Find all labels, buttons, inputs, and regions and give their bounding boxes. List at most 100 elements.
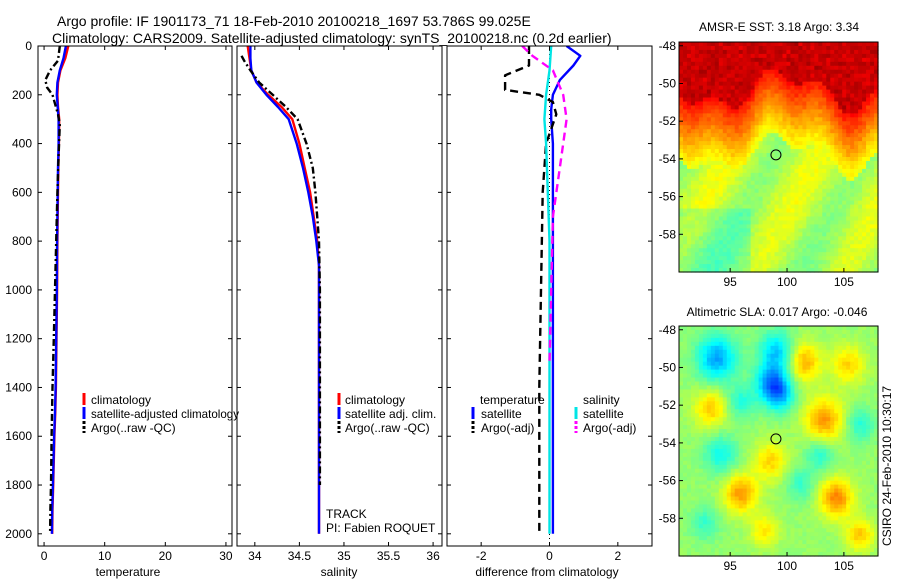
heatmap-cell — [790, 168, 796, 174]
heatmap-cell — [822, 401, 827, 406]
heatmap-cell — [762, 180, 768, 186]
heatmap-cell — [730, 365, 736, 371]
heatmap-cell — [718, 141, 724, 146]
heatmap-cell — [746, 97, 752, 103]
heatmap-cell — [682, 113, 688, 118]
heatmap-cell — [822, 145, 827, 150]
heatmap-cell — [679, 460, 684, 466]
heatmap-cell — [826, 369, 831, 375]
heatmap-cell — [766, 437, 772, 442]
heatmap-cell — [694, 369, 700, 375]
heatmap-cell — [766, 381, 772, 387]
depth-tick-label: 200 — [12, 88, 32, 102]
heatmap-cell — [710, 349, 716, 355]
heatmap-cell — [706, 45, 712, 51]
heatmap-cell — [686, 377, 692, 383]
heatmap-cell — [866, 268, 871, 273]
heatmap-cell — [746, 264, 752, 269]
heatmap-cell — [818, 200, 823, 206]
heatmap-cell — [778, 232, 784, 237]
heatmap-cell — [730, 45, 736, 51]
heatmap-cell — [866, 153, 871, 158]
heatmap-cell — [862, 417, 867, 422]
heatmap-cell — [802, 153, 807, 158]
heatmap-cell — [814, 409, 819, 414]
heatmap-cell — [858, 216, 863, 222]
heatmap-cell — [870, 337, 875, 343]
heatmap-cell — [862, 365, 867, 371]
track-annotation: TRACK — [326, 507, 367, 521]
heatmap-cell — [858, 456, 863, 462]
salinity-panel: 34 34.5 35 35.5 36 salinity climatology sate… — [236, 45, 443, 579]
heatmap-cell — [762, 192, 768, 198]
heatmap-cell — [850, 137, 855, 142]
heatmap-cell — [702, 381, 708, 387]
heatmap-cell — [730, 341, 736, 347]
heatmap-cell — [822, 240, 827, 245]
heatmap-cell — [774, 433, 780, 438]
heatmap-cell — [842, 57, 847, 63]
heatmap-cell — [682, 349, 688, 355]
heatmap-cell — [738, 409, 744, 414]
heatmap-cell — [854, 69, 859, 75]
heatmap-cell — [766, 236, 772, 241]
heatmap-cell — [842, 413, 847, 418]
heatmap-cell — [694, 141, 700, 146]
heatmap-cell — [734, 160, 740, 166]
heatmap-cell — [679, 381, 684, 387]
heatmap-cell — [838, 65, 843, 71]
heatmap-cell — [774, 61, 780, 67]
heatmap-cell — [798, 196, 803, 202]
heatmap-cell — [702, 389, 708, 395]
heatmap-cell — [750, 357, 756, 363]
heatmap-cell — [846, 252, 851, 257]
heatmap-cell — [694, 164, 700, 170]
heatmap-cell — [842, 389, 847, 395]
heatmap-cell — [754, 160, 760, 166]
heatmap-cell — [770, 180, 776, 186]
heatmap-cell — [790, 200, 796, 206]
heatmap-cell — [690, 268, 696, 273]
heatmap-cell — [679, 373, 684, 379]
heatmap-cell — [726, 397, 732, 402]
heatmap-cell — [846, 373, 851, 379]
heatmap-cell — [730, 220, 736, 226]
heatmap-cell — [718, 81, 724, 87]
heatmap-cell — [858, 240, 863, 245]
heatmap-cell — [734, 45, 740, 51]
heatmap-cell — [874, 337, 879, 343]
heatmap-cell — [742, 220, 748, 226]
heatmap-cell — [790, 65, 796, 71]
heatmap-cell — [742, 425, 748, 430]
heatmap-cell — [714, 65, 720, 71]
heatmap-cell — [694, 341, 700, 347]
heatmap-cell — [698, 472, 704, 478]
heatmap-cell — [694, 252, 700, 257]
heatmap-cell — [874, 53, 879, 59]
heatmap-cell — [786, 121, 792, 126]
heatmap-cell — [698, 137, 704, 142]
heatmap-cell — [702, 172, 708, 178]
heatmap-cell — [786, 45, 792, 51]
heatmap-cell — [822, 57, 827, 63]
heatmap-cell — [774, 409, 780, 414]
heatmap-cell — [694, 244, 700, 249]
heatmap-cell — [766, 337, 772, 343]
heatmap-cell — [690, 97, 696, 103]
heatmap-cell — [679, 240, 684, 245]
heatmap-cell — [738, 377, 744, 383]
heatmap-cell — [854, 409, 859, 414]
heatmap-cell — [838, 389, 843, 395]
heatmap-cell — [778, 200, 784, 206]
lat-tick-label: -48 — [659, 39, 677, 53]
heatmap-cell — [854, 448, 859, 454]
heatmap-cell — [770, 81, 776, 87]
heatmap-cell — [746, 268, 752, 273]
heatmap-cell — [874, 228, 879, 233]
heatmap-cell — [782, 117, 788, 122]
heatmap-cell — [870, 437, 875, 442]
heatmap-cell — [758, 224, 764, 229]
heatmap-cell — [770, 468, 776, 474]
heatmap-cell — [730, 373, 736, 379]
heatmap-cell — [842, 109, 847, 114]
